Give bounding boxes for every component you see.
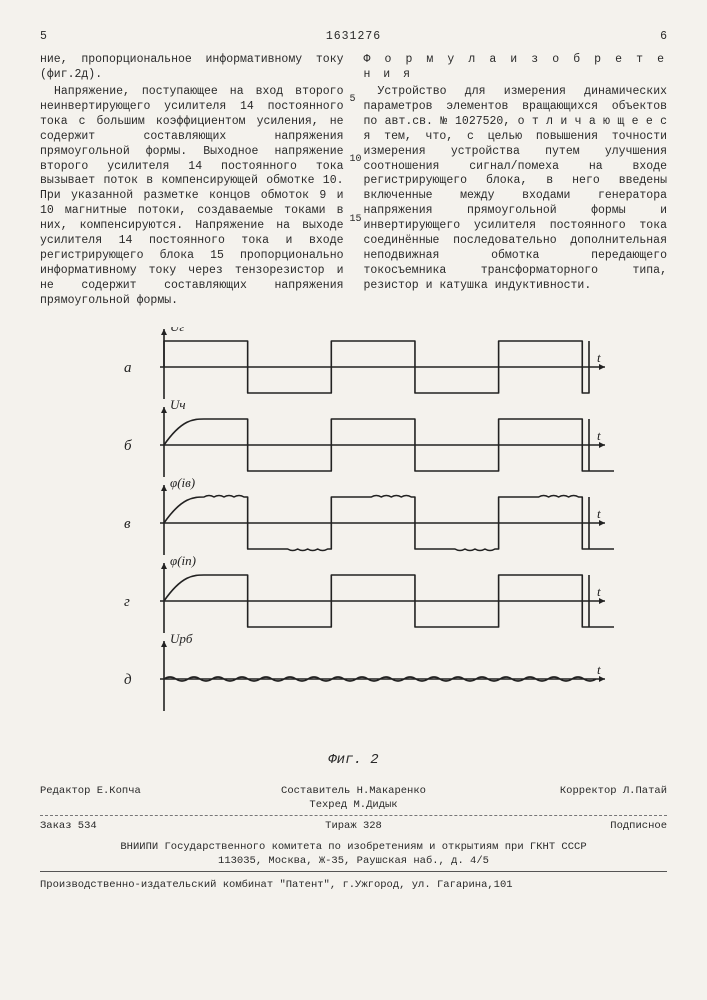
svg-text:г: г — [124, 594, 130, 610]
org1: ВНИИПИ Государственного комитета по изоб… — [40, 840, 667, 854]
svg-text:Uрб: Uрб — [170, 631, 193, 646]
text-columns: ние, пропорциональное информативному ток… — [40, 53, 667, 311]
waveforms-svg: Uг t а Uч t б φ(iв) t в φ(iп) t г Uрб t д — [94, 327, 614, 747]
svg-text:φ(iп): φ(iп) — [170, 553, 196, 568]
formula-title: Ф о р м у л а и з о б р е т е н и я — [364, 53, 668, 83]
svg-text:t: t — [597, 428, 601, 443]
page-header: 5 1631276 6 — [40, 30, 667, 45]
line-number: 5 — [350, 93, 356, 106]
corrector: Корректор Л.Патай — [458, 784, 667, 812]
page-num-left: 5 — [40, 30, 47, 45]
compiler: Составитель Н.Макаренко — [249, 784, 458, 798]
svg-text:д: д — [124, 672, 132, 688]
svg-text:φ(iв): φ(iв) — [170, 475, 195, 490]
line-number: 10 — [350, 153, 362, 166]
techred: Техред М.Дидык — [249, 798, 458, 812]
svg-text:Uч: Uч — [170, 397, 186, 412]
org2: Производственно-издательский комбинат "П… — [40, 879, 513, 891]
para: Напряжение, поступающее на вход второго … — [40, 85, 344, 309]
svg-text:t: t — [597, 584, 601, 599]
svg-text:t: t — [597, 662, 601, 677]
footer: Редактор Е.Копча Составитель Н.Макаренко… — [40, 781, 667, 892]
page-num-right: 6 — [660, 30, 667, 45]
subscription: Подписное — [458, 819, 667, 833]
doc-number: 1631276 — [47, 30, 660, 45]
svg-text:t: t — [597, 506, 601, 521]
svg-text:б: б — [124, 438, 132, 454]
line-number: 15 — [350, 213, 362, 226]
svg-text:в: в — [124, 516, 131, 532]
order-no: Заказ 534 — [40, 819, 249, 833]
para: Устройство для измерения динамических па… — [364, 85, 668, 294]
right-column: 5 10 15 Ф о р м у л а и з о б р е т е н … — [364, 53, 668, 311]
editor: Редактор Е.Копча — [40, 784, 249, 812]
para: ние, пропорциональное информативному ток… — [40, 53, 344, 83]
left-column: ние, пропорциональное информативному ток… — [40, 53, 344, 311]
figure-label: Фиг. 2 — [94, 751, 614, 769]
tirazh: Тираж 328 — [249, 819, 458, 833]
svg-text:Uг: Uг — [170, 327, 184, 334]
org1-addr: 113035, Москва, Ж-35, Раушская наб., д. … — [40, 854, 667, 868]
figure-2: Uг t а Uч t б φ(iв) t в φ(iп) t г Uрб t д Фиг. 2 — [94, 327, 614, 769]
svg-text:t: t — [597, 350, 601, 365]
svg-text:а: а — [124, 360, 132, 376]
